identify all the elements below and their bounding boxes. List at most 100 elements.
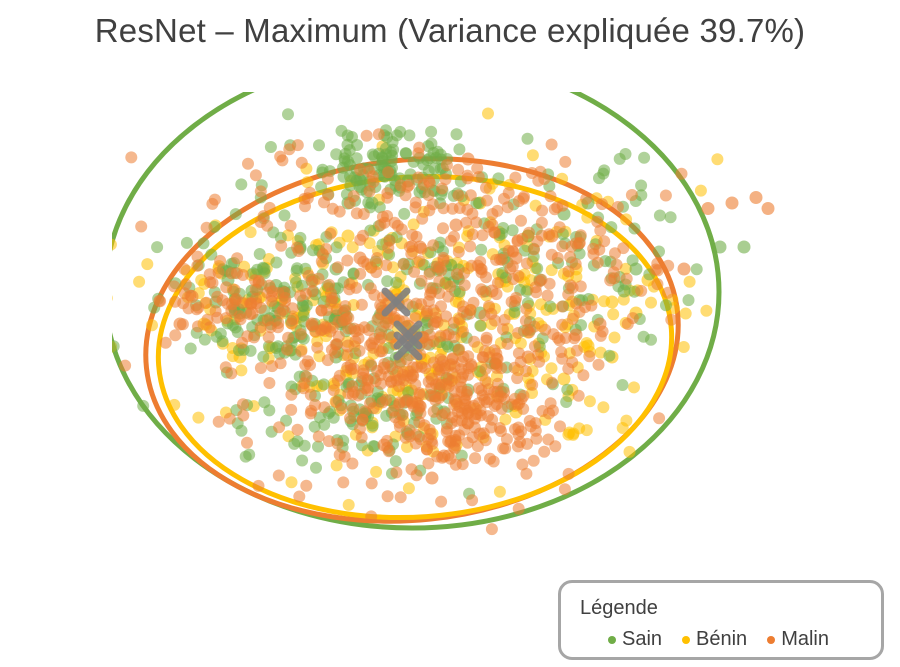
point-malin [471,162,484,175]
point-malin [424,282,437,295]
point-malin [305,317,319,331]
point-malin [490,358,503,371]
point-benin [112,295,113,302]
point-malin [510,291,523,304]
point-benin [493,485,506,498]
point-benin [407,218,420,231]
point-malin [281,343,294,356]
point-benin [370,465,383,478]
point-malin [282,331,295,344]
point-malin [546,376,558,389]
point-sain [239,450,252,463]
point-sain [664,211,677,224]
point-malin [356,371,369,384]
point-malin [347,362,360,375]
ellipse-sain [112,92,722,531]
point-malin [380,259,393,272]
point-sain [318,418,331,431]
point-sain [231,326,244,338]
point-malin [322,188,334,201]
point-malin [494,390,507,403]
point-sain [616,379,629,391]
legend-item-sain: Sain [608,628,662,651]
point-sain [450,128,463,141]
point-malin [365,477,378,490]
point-benin [330,459,343,472]
point-malin [520,467,533,480]
point-malin [354,233,367,246]
point-sain [492,172,505,185]
point-sain [262,340,275,353]
point-benin [620,414,633,427]
point-sain [346,131,358,143]
point-sain [425,137,438,150]
point-malin [410,230,423,243]
point-malin [604,274,617,287]
point-malin [331,261,344,274]
point-malin [237,398,249,411]
point-benin [192,411,205,424]
point-malin [452,189,465,202]
point-malin [558,483,571,496]
point-malin [470,216,483,229]
point-malin [192,320,204,333]
point-malin [449,218,463,232]
point-malin [535,216,548,229]
point-malin [191,250,204,263]
point-sain [197,237,210,250]
point-malin [516,458,529,471]
point-malin [168,280,181,293]
point-benin [628,381,640,394]
point-malin [466,228,479,241]
point-malin [285,388,298,401]
point-benin [608,331,621,344]
point-malin [556,240,569,253]
point-malin [293,490,306,503]
point-sain [399,147,412,160]
point-sain [312,440,324,453]
point-malin [539,323,552,336]
point-malin [295,345,308,358]
point-malin [761,202,775,215]
point-sain [257,262,271,276]
point-malin [476,229,489,242]
point-malin [242,157,254,170]
point-malin [125,151,138,164]
point-sain [327,411,340,424]
point-malin [354,422,366,435]
point-malin [216,294,229,307]
point-malin [273,421,286,434]
point-sain [297,309,310,322]
point-malin [278,286,291,299]
point-malin [456,407,468,420]
legend-label-malin: Malin [781,628,829,650]
point-malin [462,350,475,363]
point-malin [325,295,338,308]
point-malin [479,363,492,376]
point-malin [304,407,317,420]
point-malin [425,471,439,485]
point-malin [569,258,582,270]
point-malin [312,430,325,443]
point-malin [191,259,204,272]
point-malin [159,336,172,349]
point-malin [541,289,554,302]
point-sain [368,440,381,453]
point-malin [285,317,298,330]
point-malin [318,401,331,414]
point-malin [414,407,427,420]
point-malin [360,129,373,142]
legend-title: Légende [580,597,658,619]
point-malin [444,280,457,293]
point-malin [446,353,459,366]
point-malin [377,438,391,452]
point-sain [682,294,695,307]
point-malin [440,159,453,172]
point-malin [437,222,449,235]
point-malin [209,305,222,318]
point-malin [468,335,481,348]
point-malin [439,173,452,186]
point-malin [587,248,600,261]
point-benin [168,398,181,411]
